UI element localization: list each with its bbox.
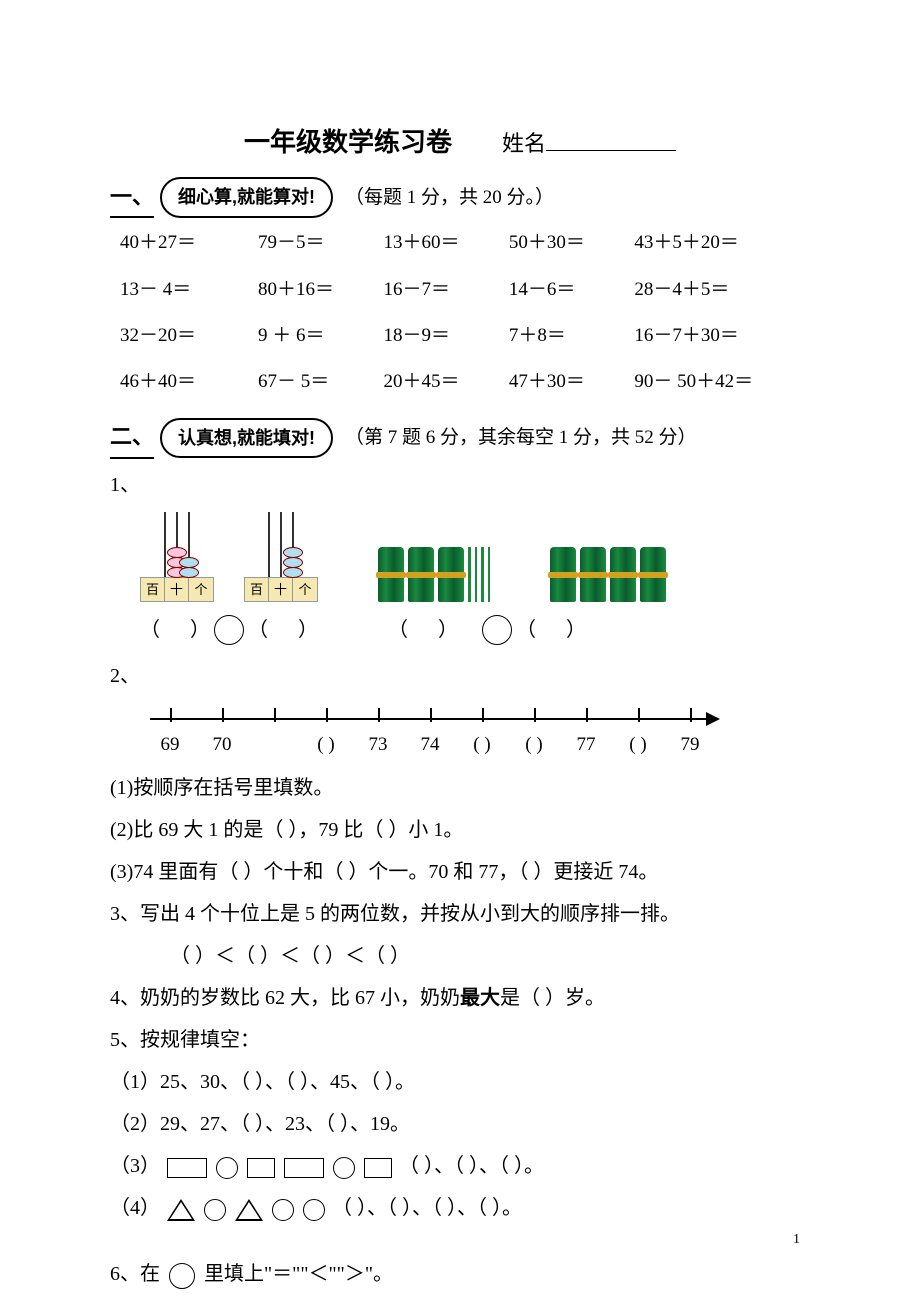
q3: 3、写出 4 个十位上是 5 的两位数，并按从小到大的顺序排一排。 [110, 896, 810, 932]
q1-label: 1、 [110, 467, 810, 503]
arith-cell: 16－7＝ [383, 273, 508, 307]
rect-icon [364, 1158, 392, 1178]
rect-icon [247, 1158, 275, 1178]
circle-icon [303, 1199, 325, 1221]
blank[interactable]: （ ） [516, 612, 586, 648]
arith-cell: 16－7＋30＝ [634, 319, 810, 353]
q4-bold: 最大 [460, 987, 500, 1009]
section1-scoring: （每题 1 分，共 20 分。） [345, 181, 554, 215]
circle-icon [216, 1157, 238, 1179]
q5-3-post: （ ）、（ ）、（ ）。 [399, 1155, 544, 1177]
section1-header: 一、 细心算,就能算对! （每题 1 分，共 20 分。） [110, 177, 810, 219]
number-line: 6970( )7374( )( )77( )79 [150, 702, 810, 762]
name-label: 姓名 [502, 124, 676, 164]
abacus-1: 百十个 [140, 507, 214, 602]
arith-cell: 14－6＝ [509, 273, 634, 307]
arith-cell: 79－5＝ [258, 226, 383, 260]
arith-cell: 50＋30＝ [509, 226, 634, 260]
bundles-2 [550, 547, 666, 602]
arithmetic-grid: 40＋27＝ 79－5＝ 13＋60＝ 50＋30＝ 43＋5＋20＝ 13－ … [120, 226, 810, 399]
q5-2: （2）29、27、（ ）、23、（ ）、19。 [110, 1106, 810, 1142]
section1-bubble: 细心算,就能算对! [160, 177, 333, 217]
q5-4-pre: （4） [110, 1197, 160, 1219]
arrow-icon [706, 712, 720, 726]
circle-icon [272, 1199, 294, 1221]
q1-answers: （ ） （ ） （ ） （ ） [140, 612, 810, 648]
main-title: 一年级数学练习卷 [244, 120, 452, 167]
arith-cell: 20＋45＝ [383, 365, 508, 399]
rect-icon [167, 1158, 207, 1178]
q5-3: （3） （ ）、（ ）、（ ）。 [110, 1148, 810, 1184]
arith-cell: 28－4＋5＝ [634, 273, 810, 307]
q4-pre: 4、奶奶的岁数比 62 大，比 67 小，奶奶 [110, 987, 460, 1009]
arith-cell: 43＋5＋20＝ [634, 226, 810, 260]
section2-header: 二、 认真想,就能填对! （第 7 题 6 分，其余每空 1 分，共 52 分） [110, 417, 810, 459]
blank[interactable]: （ ） [140, 612, 210, 648]
q5: 5、按规律填空： [110, 1022, 810, 1058]
circle-icon [333, 1157, 355, 1179]
arith-cell: 13－ 4＝ [120, 273, 258, 307]
compare-circle[interactable] [214, 615, 244, 645]
arith-cell: 47＋30＝ [509, 365, 634, 399]
compare-circle[interactable] [482, 615, 512, 645]
blank[interactable]: （ ） [248, 612, 318, 648]
q4: 4、奶奶的岁数比 62 大，比 67 小，奶奶最大是（ ）岁。 [110, 980, 810, 1016]
q2-2: (2)比 69 大 1 的是（ ），79 比（ ）小 1。 [110, 812, 810, 848]
triangle-icon [235, 1199, 263, 1221]
arith-cell: 18－9＝ [383, 319, 508, 353]
arith-cell: 7＋8＝ [509, 319, 634, 353]
blank[interactable]: （ ） [388, 612, 458, 648]
name-text: 姓名 [502, 131, 546, 156]
arith-cell: 9 ＋ 6＝ [258, 319, 383, 353]
page-number: 1 [793, 1227, 800, 1252]
rect-icon [284, 1158, 324, 1178]
title-row: 一年级数学练习卷 姓名 [110, 120, 810, 167]
compare-circle[interactable] [169, 1263, 195, 1289]
arith-cell: 80＋16＝ [258, 273, 383, 307]
section1-num: 一、 [110, 177, 154, 219]
arith-cell: 13＋60＝ [383, 226, 508, 260]
arith-cell: 67－ 5＝ [258, 365, 383, 399]
triangle-icon [167, 1199, 195, 1221]
arith-cell: 40＋27＝ [120, 226, 258, 260]
q6-post: 里填上"＝""＜""＞"。 [204, 1263, 393, 1285]
q1-images: 百十个 百十个 [140, 507, 810, 602]
arith-cell: 90－ 50＋42＝ [634, 365, 810, 399]
q6-pre: 6、在 [110, 1263, 160, 1285]
q2-1: (1)按顺序在括号里填数。 [110, 770, 810, 806]
q5-3-pre: （3） [110, 1155, 160, 1177]
arith-cell: 32－20＝ [120, 319, 258, 353]
abacus-2: 百十个 [244, 507, 318, 602]
bundles-1 [378, 547, 490, 602]
q5-1: （1）25、30、（ ）、（ ）、45、（ ）。 [110, 1064, 810, 1100]
circle-icon [204, 1199, 226, 1221]
section2-num: 二、 [110, 417, 154, 459]
q2-label: 2、 [110, 658, 810, 694]
q5-4-post: （ ）、（ ）、（ ）、（ ）。 [332, 1197, 522, 1219]
q3-blanks[interactable]: （ ）＜（ ）＜（ ）＜（ ） [170, 938, 810, 974]
name-blank[interactable] [546, 150, 676, 151]
q6: 6、在 里填上"＝""＜""＞"。 [110, 1256, 810, 1292]
section2-bubble: 认真想,就能填对! [160, 418, 333, 458]
section2-scoring: （第 7 题 6 分，其余每空 1 分，共 52 分） [345, 421, 697, 455]
q4-post: 是（ ）岁。 [500, 987, 605, 1009]
arith-cell: 46＋40＝ [120, 365, 258, 399]
q2-3: (3)74 里面有（ ）个十和（ ）个一。70 和 77，（ ）更接近 74。 [110, 854, 810, 890]
q5-4: （4） （ ）、（ ）、（ ）、（ ）。 [110, 1190, 810, 1226]
